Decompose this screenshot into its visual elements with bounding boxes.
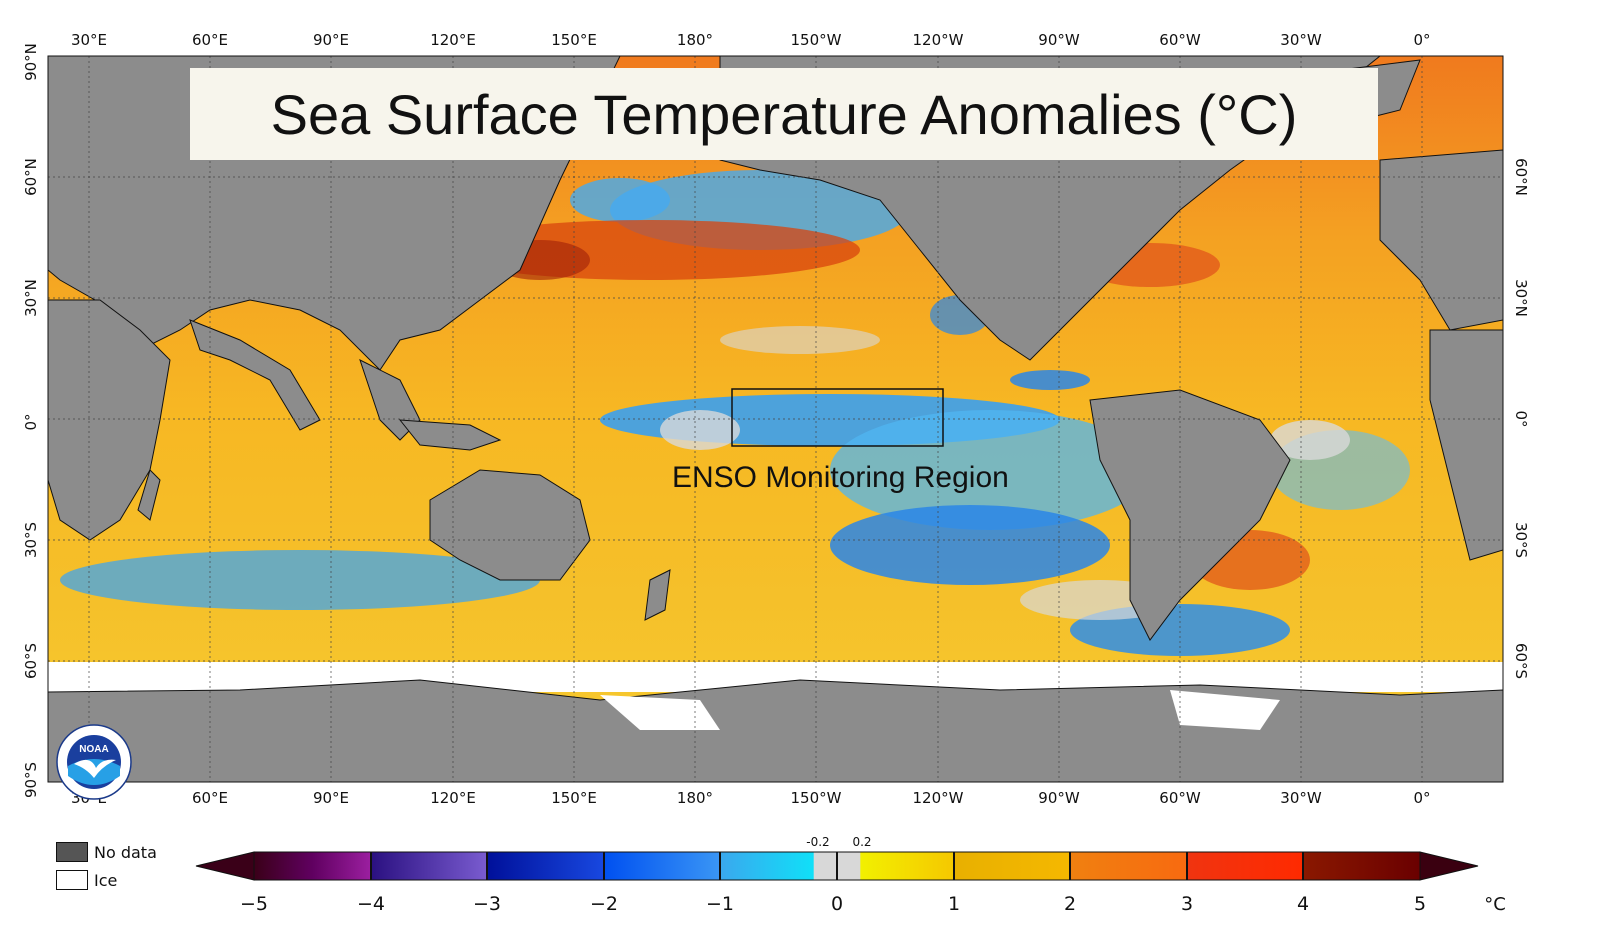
lat-label-left: 60°N — [22, 158, 40, 196]
legend-ice: Ice — [56, 870, 117, 890]
lon-label-top: 90°E — [313, 31, 349, 49]
arabia-india — [189, 319, 321, 431]
legend-no-data: No data — [56, 842, 157, 862]
colorbar-small-labels: -0.2 0.2 — [806, 835, 871, 849]
colorbar-min-arrow — [195, 851, 255, 881]
lon-label-bottom: 90°E — [313, 789, 349, 807]
colorbar-tick: −4 — [357, 893, 385, 915]
colorbar-tick: −1 — [706, 893, 734, 915]
lon-label-bottom: 180° — [677, 789, 713, 807]
lon-label-top: 150°W — [791, 31, 842, 49]
no-data-swatch — [56, 842, 88, 862]
bottom-longitude-labels: 30°E 60°E 90°E 120°E 150°E 180° 150°W 12… — [71, 789, 1431, 807]
lon-label-top: 120°W — [913, 31, 964, 49]
lat-label-left: 30°S — [22, 522, 40, 558]
lat-label-left: 90°S — [22, 762, 40, 798]
south-america — [1089, 389, 1291, 641]
lon-label-top: 180° — [677, 31, 713, 49]
lat-label-left: 0° — [22, 413, 40, 430]
lat-label-right: 60°S — [1512, 643, 1530, 679]
colorbar: −5 −4 −3 −2 −1 0 1 2 3 4 5 -0.2 0.2 °C — [195, 835, 1506, 915]
lat-label-right: 60°N — [1512, 158, 1530, 196]
map-frame — [47, 55, 1504, 783]
colorbar-tick: 3 — [1181, 893, 1193, 915]
lat-label-right: 30°S — [1512, 522, 1530, 558]
map-area — [48, 56, 1503, 782]
lat-label-left: 90°N — [22, 43, 40, 81]
colorbar-tick: 5 — [1414, 893, 1426, 915]
legend-no-data-label: No data — [94, 842, 157, 862]
lon-label-top: 60°E — [192, 31, 228, 49]
colorbar-tick: 4 — [1297, 893, 1309, 915]
lon-label-bottom: 60°W — [1159, 789, 1201, 807]
enso-region-label: ENSO Monitoring Region — [672, 461, 1009, 494]
legend-ice-label: Ice — [94, 870, 118, 890]
lon-label-top: 150°E — [551, 31, 597, 49]
right-latitude-labels: 60°N 30°N 0° 30°S 60°S — [1512, 158, 1530, 679]
colorbar-tick: 0 — [831, 893, 843, 915]
noaa-logo-icon: NOAA — [56, 724, 132, 800]
lat-label-right: 0° — [1512, 410, 1530, 427]
lon-label-top: 30°W — [1280, 31, 1322, 49]
colorbar-tick: −3 — [473, 893, 501, 915]
lon-label-top: 30°E — [71, 31, 107, 49]
lat-label-left: 60°S — [22, 643, 40, 679]
lon-label-bottom: 150°W — [791, 789, 842, 807]
lon-label-top: 120°E — [430, 31, 476, 49]
lon-label-top: 0° — [1413, 31, 1430, 49]
colorbar-unit: °C — [1484, 894, 1506, 915]
colorbar-tick: 2 — [1064, 893, 1076, 915]
colorbar-tick: −5 — [240, 893, 268, 915]
madagascar — [137, 469, 161, 521]
antarctica-area — [48, 662, 1503, 782]
ice-swatch — [56, 870, 88, 890]
top-longitude-labels: 30°E 60°E 90°E 120°E 150°E 180° 150°W 12… — [71, 31, 1431, 49]
africa-west — [1429, 329, 1503, 561]
lon-label-bottom: 150°E — [551, 789, 597, 807]
enso-region-box — [731, 388, 944, 447]
lon-label-bottom: 120°E — [430, 789, 476, 807]
new-zealand — [644, 569, 671, 621]
lon-label-bottom: 90°W — [1038, 789, 1080, 807]
colorbar-max-arrow — [1419, 851, 1479, 881]
colorbar-tick: 1 — [948, 893, 960, 915]
title-banner: Sea Surface Temperature Anomalies (°C) — [190, 68, 1378, 160]
colorbar-tick: −2 — [590, 893, 618, 915]
lon-label-bottom: 120°W — [913, 789, 964, 807]
page-title: Sea Surface Temperature Anomalies (°C) — [270, 82, 1298, 146]
left-latitude-labels: 90°N 60°N 30°N 0° 30°S 60°S 90°S — [22, 43, 40, 798]
colorbar-dividers — [370, 852, 1304, 880]
logo-text: NOAA — [79, 744, 108, 755]
lon-label-top: 60°W — [1159, 31, 1201, 49]
colorbar-small-tick: -0.2 — [806, 835, 829, 849]
graticule — [48, 56, 1503, 782]
colorbar-tick-labels: −5 −4 −3 −2 −1 0 1 2 3 4 5 — [240, 893, 1426, 915]
lat-label-left: 30°N — [22, 279, 40, 317]
lon-label-bottom: 30°W — [1280, 789, 1322, 807]
lon-label-top: 90°W — [1038, 31, 1080, 49]
lon-label-bottom: 0° — [1413, 789, 1430, 807]
lat-label-right: 30°N — [1512, 279, 1530, 317]
lon-label-bottom: 60°E — [192, 789, 228, 807]
australia — [429, 469, 591, 581]
colorbar-small-tick: 0.2 — [852, 835, 871, 849]
indonesia — [398, 419, 502, 451]
